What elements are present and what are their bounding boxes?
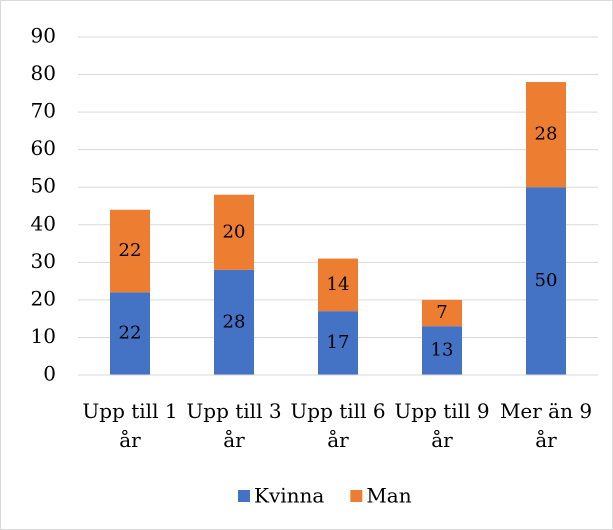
bar-segment — [526, 187, 566, 375]
bar-segment — [214, 194, 254, 270]
bar-segment — [110, 292, 150, 375]
x-tick-label: Upp till 1 år — [82, 399, 177, 452]
legend-swatch — [350, 490, 363, 502]
y-tick-label: 50 — [31, 174, 56, 198]
y-tick-label: 0 — [43, 362, 56, 386]
bar-segment — [526, 82, 566, 188]
bar-segment — [214, 269, 254, 375]
x-tick-label: Upp till 3 år — [186, 399, 281, 452]
bar-segment — [110, 209, 150, 293]
bar-segment — [422, 326, 462, 375]
bar-segment — [422, 299, 462, 327]
x-tick-label: Upp till 6 år — [290, 399, 385, 452]
legend-swatch — [238, 490, 250, 502]
x-tick-label: Upp till 9 år — [394, 399, 489, 452]
y-tick-label: 10 — [31, 324, 56, 348]
y-tick-label: 20 — [31, 286, 56, 310]
bar-segment — [318, 258, 358, 312]
legend-label: Kvinna — [254, 484, 324, 508]
y-tick-label: 40 — [31, 211, 56, 235]
data-label: 50 — [535, 270, 558, 291]
data-label: 22 — [119, 240, 142, 261]
data-label: 14 — [327, 274, 350, 295]
y-tick-label: 90 — [31, 24, 56, 48]
data-label: 28 — [223, 311, 246, 332]
data-label: 13 — [431, 340, 454, 361]
data-label: 17 — [327, 332, 350, 353]
data-label: 22 — [119, 323, 142, 344]
data-label: 7 — [436, 302, 447, 323]
y-tick-label: 60 — [31, 136, 56, 160]
y-tick-label: 30 — [31, 249, 56, 273]
bar-segment — [318, 311, 358, 375]
legend-label: Man — [366, 484, 411, 508]
x-tick-label: Mer än 9 år — [500, 399, 592, 452]
data-label: 20 — [223, 221, 246, 242]
data-label: 28 — [535, 124, 558, 145]
y-tick-label: 80 — [31, 61, 56, 85]
y-tick-label: 70 — [31, 99, 56, 123]
